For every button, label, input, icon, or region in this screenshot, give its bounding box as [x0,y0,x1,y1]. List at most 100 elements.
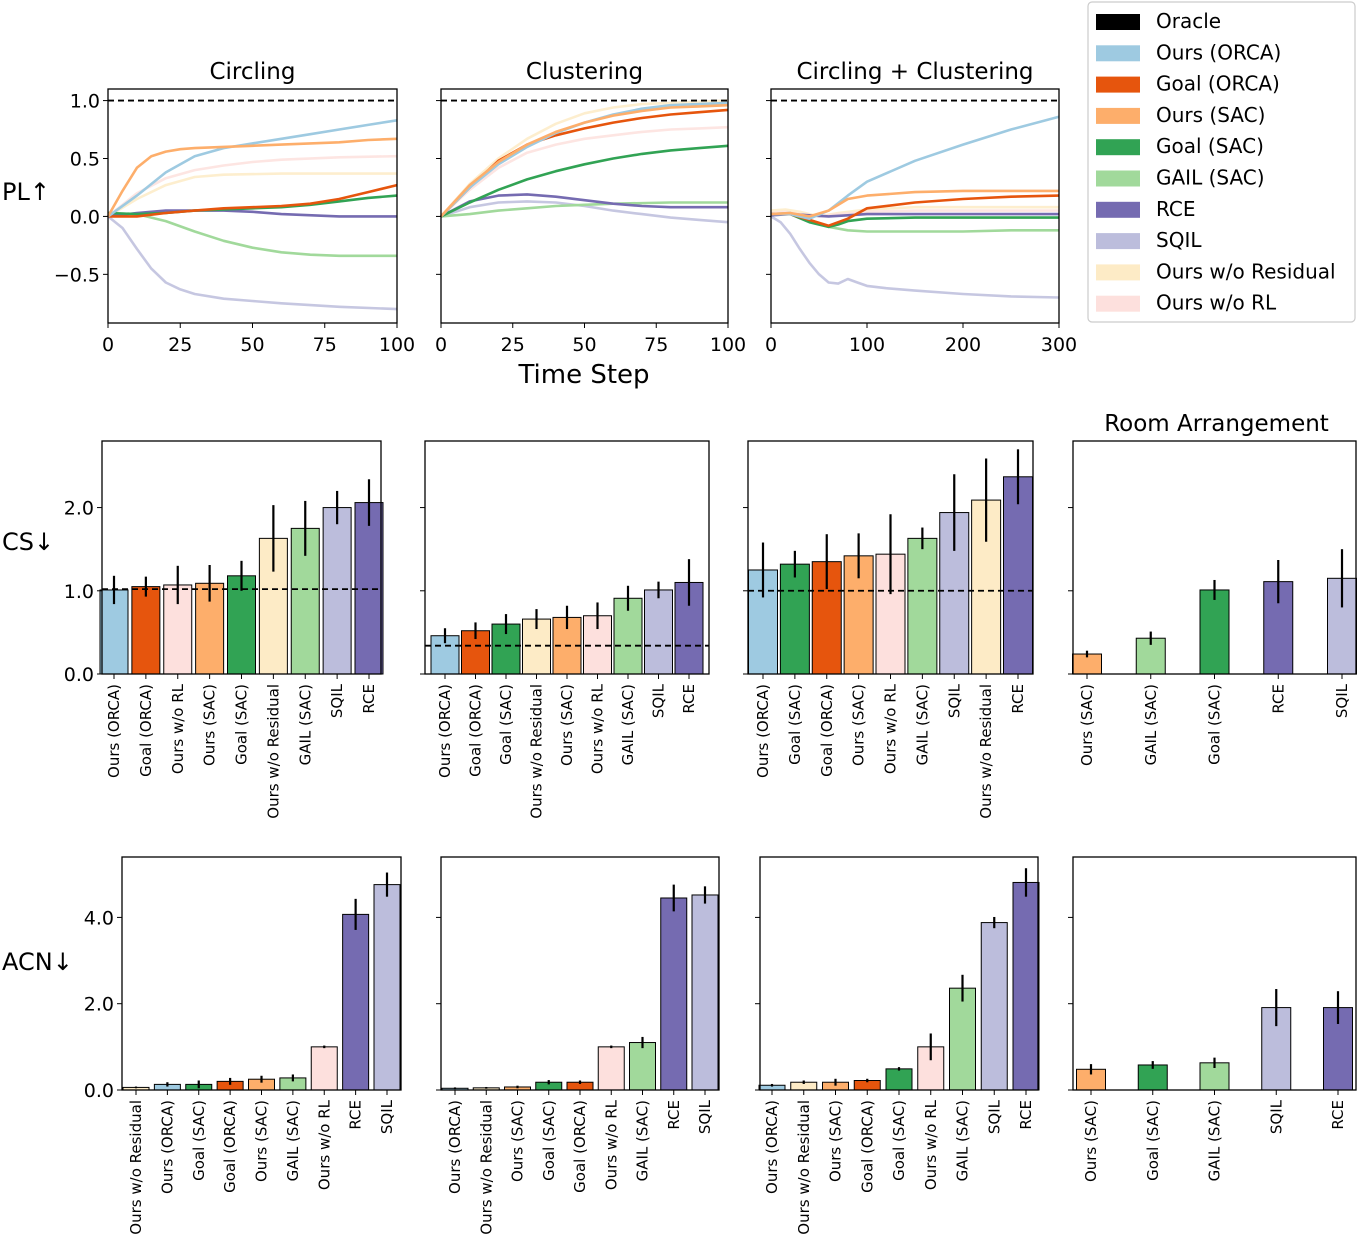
y-tick-label: 1.0 [70,91,100,113]
y-tick-label: 0.5 [70,149,100,171]
x-tick-label: SQIL [1333,683,1351,718]
panel-pl-circling-clustering: 0 100 200 300 Circling + Clustering [765,59,1077,356]
legend-label-sqil: SQIL [1156,228,1202,252]
legend-label-ours-w-o-rl: Ours w/o RL [1156,291,1277,315]
x-tick-label: Ours (SAC) [509,1100,527,1182]
legend-label-ours-w-o-residual: Ours w/o Residual [1156,259,1336,283]
legend-swatch-ours-sac [1096,107,1140,124]
panel-pl-circling: 0 25 50 75 100 −0.5 0.0 0.5 1.0 Circling [54,59,415,356]
line-gail-sac [107,211,397,258]
x-tick-label: 75 [313,334,337,356]
bar-goal-sac [885,1068,913,1091]
x-tick-label: Goal (SAC) [786,684,804,765]
axes-frame [1072,856,1357,1091]
line-sqil [770,215,1060,299]
bar-rce [660,897,688,1091]
line-sqil [107,215,398,311]
x-tick-label: GAIL (SAC) [954,1100,972,1181]
panel-pl-clustering: 0 25 50 75 100 Clustering [435,59,746,356]
y-tick-label: 1.0 [64,581,94,603]
legend-swatch-sqil [1096,233,1140,250]
x-tick-label: Ours w/o Residual [795,1100,813,1235]
x-tick-label: Goal (SAC) [540,1100,558,1181]
x-tick-label: RCE [1269,684,1287,714]
panel-cs-room-arrangement: Ours (SAC) GAIL (SAC) Goal (SAC) RCE SQIL Roo… [1068,411,1357,766]
line-rce [440,193,728,218]
x-tick-label: 25 [501,334,525,356]
x-tick-label: 300 [1041,334,1077,356]
x-tick-label: RCE [1009,684,1027,714]
legend-swatch-oracle [1096,14,1140,30]
y-tick-label: −0.5 [54,264,100,286]
legend-label-rce: RCE [1156,197,1196,221]
legend-swatch-rce [1096,201,1140,218]
x-tick-label: 200 [945,334,981,356]
bar-ours-w-o-rl [597,1046,625,1091]
x-tick-label: 50 [240,334,264,356]
x-tick-label: Goal (ORCA) [818,684,836,777]
x-tick-label: Ours w/o RL [169,683,187,774]
bar-rce [1003,476,1033,675]
x-tick-label: SQIL [945,683,963,718]
bar-rce [354,502,384,675]
x-tick-label: SQIL [328,683,346,718]
x-tick-label: Ours (ORCA) [105,684,123,778]
x-tick-label: Ours (ORCA) [754,684,772,778]
x-tick-label: Ours w/o Residual [977,684,995,819]
x-tick-label: RCE [680,684,698,714]
panel-acn-circling: Ours w/o Residual Ours (ORCA) Goal (SAC) Go… [84,856,402,1235]
x-tick-label: Ours (SAC) [558,684,576,766]
y-tick-label: 0.0 [84,1080,114,1102]
bar-sqil [980,922,1008,1091]
x-tick-label: GAIL (SAC) [296,684,314,765]
x-tick-label: Ours (SAC) [1082,1100,1100,1182]
x-tick-label: Goal (SAC) [497,684,515,765]
panel-title: Circling + Clustering [796,59,1033,85]
legend-label-goal-orca: Goal (ORCA) [1156,72,1280,96]
x-tick-label: GAIL (SAC) [634,1100,652,1181]
x-tick-label: 100 [710,334,746,356]
y-tick-label: 2.0 [64,498,94,520]
legend-frame [1087,1,1356,323]
x-axis-label: Time Step [517,360,649,390]
x-tick-label: GAIL (SAC) [619,684,637,765]
x-tick-label: 0 [102,334,114,356]
x-tick-label: SQIL [985,1099,1003,1134]
x-tick-label: GAIL (SAC) [284,1100,302,1181]
legend-label-gail-sac: GAIL (SAC) [1156,166,1265,190]
x-tick-label: Ours w/o RL [315,1099,333,1190]
bar-sqil [691,894,719,1091]
line-gail-sac [440,201,728,218]
x-tick-label: RCE [347,1100,365,1130]
x-tick-label: 100 [849,334,885,356]
x-tick-label: Goal (SAC) [890,1100,908,1181]
x-tick-label: 75 [644,334,668,356]
line-goal-orca [108,183,398,218]
x-tick-label: 25 [168,334,192,356]
panel-cs-clustering: Ours (ORCA) Goal (ORCA) Goal (SAC) Ours w/o… [420,440,710,819]
line-ours-sac [106,137,398,218]
x-tick-label: RCE [360,684,378,714]
legend-label-ours-sac: Ours (SAC) [1156,103,1265,127]
legend-swatch-goal-orca [1096,76,1140,93]
x-tick-label: Goal (SAC) [233,684,251,765]
line-ours-sac [770,189,1059,218]
legend-swatch-ours-orca [1096,45,1140,62]
x-tick-label: Ours (SAC) [850,684,868,766]
bar-sqil [373,884,401,1091]
panel-title: Room Arrangement [1104,411,1329,437]
x-tick-label: 50 [572,334,596,356]
bar-rce [1012,881,1040,1091]
legend-swatch-ours-w-o-residual [1096,264,1140,281]
y-tick-label: 2.0 [84,994,114,1016]
x-tick-label: Ours (SAC) [827,1100,845,1182]
x-tick-label: SQIL [650,683,668,718]
line-ours-w-o-rl [440,125,729,218]
line-ours-orca [771,115,1060,220]
bar-goal-sac [227,575,256,675]
x-tick-label: Ours (SAC) [201,684,219,766]
bar-rce [342,913,370,1091]
x-tick-label: Ours (SAC) [253,1100,271,1182]
x-tick-label: Goal (ORCA) [858,1100,876,1193]
x-tick-label: Ours (ORCA) [436,684,454,778]
